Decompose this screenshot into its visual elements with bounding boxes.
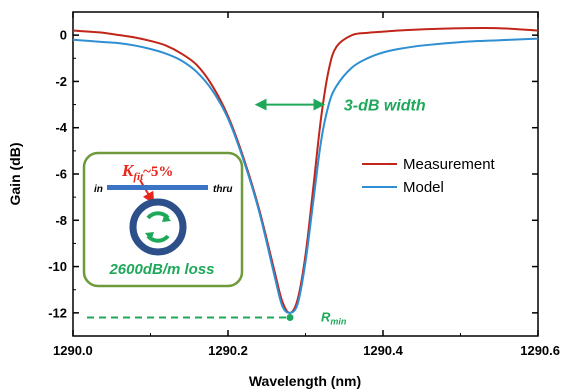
x-tick-label: 1290.2 — [208, 343, 248, 358]
y-tick-label: -4 — [55, 120, 67, 135]
kappa-fit-label: Kfit~5% — [121, 161, 173, 183]
bus-waveguide — [107, 185, 208, 190]
circulation-arrowhead-top-icon — [162, 213, 171, 222]
x-tick-label: 1290.6 — [520, 343, 560, 358]
inset-in-label: in — [94, 184, 103, 195]
coupling-arrow-icon — [139, 179, 155, 205]
legend-label-measurement: Measurement — [403, 156, 496, 173]
axis-tick-labels: 1290.0 1290.2 1290.4 1290.6 0 -2 -4 -6 -8 -10 -12 — [48, 28, 560, 358]
y-tick-label: -8 — [55, 213, 67, 228]
y-tick-label: 0 — [60, 28, 67, 43]
rmin-label: Rmin — [321, 309, 347, 326]
y-tick-label: -12 — [48, 305, 67, 320]
inset-thru-label: thru — [213, 184, 232, 195]
ring-resonator-inset: Kfit~5% in thru 2600dB/m loss — [82, 151, 244, 288]
ring-resonator-icon — [129, 198, 187, 256]
series-line-measurement — [73, 26, 538, 314]
x-axis-title: Wavelength (nm) — [249, 373, 361, 389]
y-tick-label: -6 — [55, 167, 67, 182]
y-axis-title: Gain (dB) — [7, 143, 23, 206]
circulation-arrowhead-bottom-icon — [145, 232, 154, 241]
x-tick-label: 1290.4 — [363, 343, 404, 358]
axis-ticks — [72, 11, 539, 337]
series-line-model — [73, 37, 538, 314]
three-db-width-label: 3-dB width — [344, 98, 426, 115]
legend-label-model: Model — [403, 179, 444, 196]
legend: Measurement Model — [362, 156, 496, 196]
x-tick-label: 1290.0 — [53, 343, 93, 358]
rmin-marker — [286, 313, 294, 321]
loss-label: 2600dB/m loss — [108, 261, 214, 278]
y-tick-label: -10 — [48, 259, 67, 274]
y-tick-label: -2 — [55, 74, 67, 89]
